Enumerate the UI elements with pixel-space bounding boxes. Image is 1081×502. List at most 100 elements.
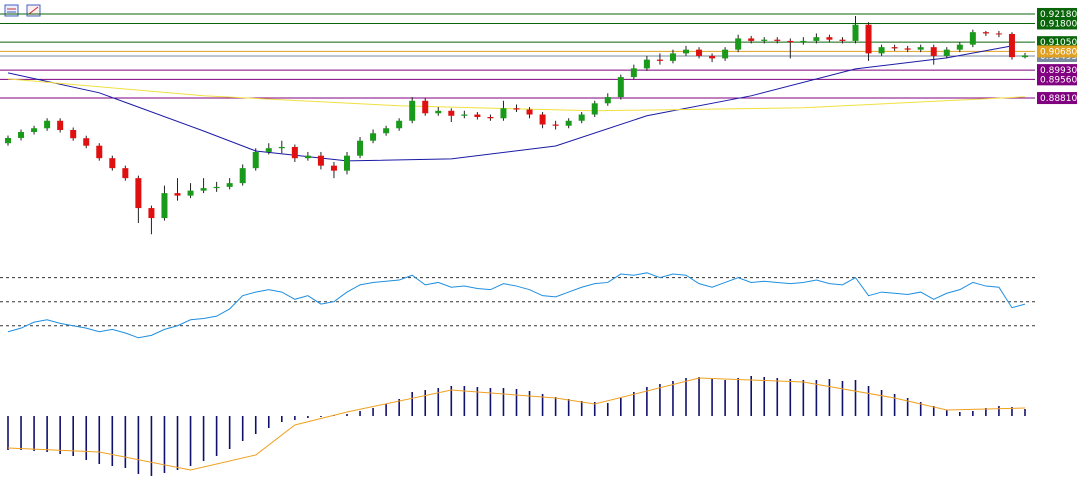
candle-body [83, 138, 90, 146]
candle-body [461, 114, 468, 116]
candle-body [917, 47, 924, 50]
candle-body [226, 183, 233, 187]
candle-body [370, 133, 377, 141]
candle-body [291, 146, 298, 159]
candle-body [213, 186, 220, 189]
candle-body [956, 44, 963, 50]
candle-body [448, 110, 455, 116]
candle-body [643, 59, 650, 69]
candle-body [135, 178, 142, 209]
candle-body [865, 24, 872, 54]
toolbar-icons [4, 4, 41, 17]
price-label-box [1037, 73, 1077, 86]
candle-body [748, 38, 755, 41]
candle-body [317, 155, 324, 166]
candle-body [787, 40, 794, 43]
candle-body [735, 38, 742, 50]
candle-body [161, 193, 168, 219]
candle-body [722, 49, 729, 59]
candle-body [18, 131, 25, 138]
price-label-box [1037, 36, 1077, 49]
price-label: 0.89930 [1040, 66, 1077, 76]
candle-body [969, 32, 976, 45]
price-label: 0.88810 [1040, 94, 1077, 104]
candle-body [330, 165, 337, 171]
candle-body [1022, 55, 1028, 58]
candle-body [591, 103, 598, 115]
candle-body [122, 168, 129, 179]
icon-detail [28, 6, 39, 15]
candle-body [852, 24, 859, 41]
candle-body [839, 39, 846, 41]
candle-body [5, 137, 11, 144]
candle-body [904, 48, 911, 50]
candle-body [96, 145, 103, 159]
candle-body [474, 114, 481, 118]
candle-body [813, 37, 820, 41]
candle-body [982, 32, 989, 34]
candle-body [383, 128, 390, 134]
candle-body [669, 53, 676, 61]
candle-body [252, 151, 259, 169]
candle-body [630, 68, 637, 78]
candle-body [70, 129, 77, 139]
candle-body [409, 100, 416, 121]
candle-body [396, 120, 403, 129]
indicator-line [7, 377, 1026, 471]
candle-body [357, 140, 364, 156]
candle-body [683, 49, 689, 54]
candle-body [487, 117, 494, 119]
candle-body [513, 108, 520, 110]
price-label-box [1037, 92, 1077, 105]
price-label: 0.91050 [1040, 38, 1077, 48]
candle-body [526, 109, 533, 115]
candle-body [539, 114, 546, 125]
candle-body [878, 47, 885, 54]
candle-body [239, 168, 246, 184]
candle-body [709, 55, 716, 59]
price-label-box [1037, 7, 1077, 20]
candle-body [187, 190, 194, 196]
candle-body [604, 97, 611, 104]
candle-body [774, 39, 781, 41]
candle-body [1008, 33, 1015, 58]
indicator-line [7, 45, 1013, 162]
candle-body [800, 40, 807, 43]
icon[interactable] [4, 4, 19, 17]
candle-body [265, 148, 272, 152]
candle-body [891, 47, 898, 49]
price-label-box [1037, 45, 1077, 58]
candle-body [696, 49, 703, 56]
candle-body [565, 120, 572, 126]
candle-body [761, 39, 768, 41]
candle-body [200, 188, 207, 191]
candle-body [109, 158, 116, 169]
candle-body [304, 155, 311, 159]
price-label: 0.89560 [1040, 75, 1077, 85]
candle-body [31, 128, 38, 132]
candle-body [422, 100, 429, 114]
candle-body [435, 110, 442, 114]
indicator-line [7, 78, 1026, 112]
price-label-box [1037, 17, 1077, 30]
price-label-box [1037, 64, 1077, 77]
candle-body [552, 124, 559, 126]
price-label: 0.90680 [1040, 47, 1077, 57]
candle-body [656, 59, 663, 61]
candle-body [278, 146, 285, 149]
candle-body [148, 208, 155, 219]
oscillator-line [7, 272, 1026, 339]
price-label: 0.92180 [1040, 10, 1077, 20]
candle-body [930, 47, 937, 56]
candle-body [174, 193, 181, 196]
candle-body [344, 155, 350, 171]
candle-body [617, 77, 624, 98]
candle-body [578, 114, 585, 121]
candle-body [57, 120, 64, 130]
candle-body [943, 49, 950, 56]
candle-body [826, 37, 833, 40]
candle-body [500, 108, 507, 119]
candle-body [995, 33, 1002, 35]
price-label: 0.91800 [1040, 19, 1077, 29]
